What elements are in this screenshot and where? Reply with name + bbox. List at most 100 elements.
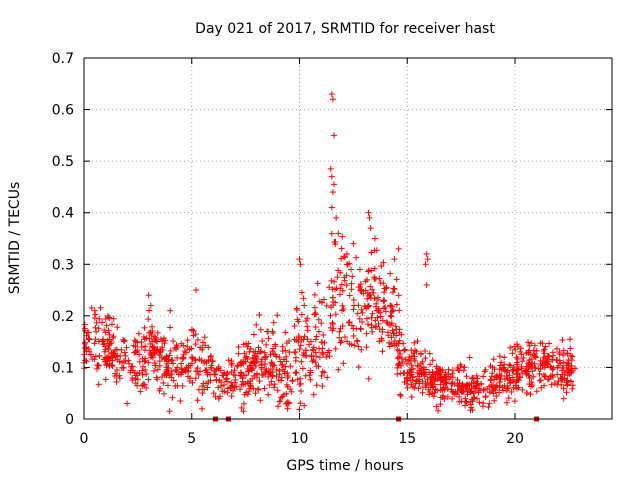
data-point <box>401 347 408 354</box>
data-point <box>296 406 303 413</box>
data-point <box>92 311 99 318</box>
data-point <box>397 392 404 399</box>
data-point <box>396 347 403 354</box>
data-point <box>143 371 150 378</box>
data-point <box>256 311 263 318</box>
data-point <box>312 336 319 343</box>
data-point <box>468 404 475 411</box>
data-point <box>219 388 226 395</box>
data-point <box>240 400 247 407</box>
data-point <box>341 334 348 341</box>
data-point <box>399 358 406 365</box>
data-point <box>319 345 326 352</box>
data-point <box>235 350 242 357</box>
data-point <box>543 357 550 364</box>
data-point <box>513 385 520 392</box>
data-point <box>433 403 440 410</box>
data-point <box>520 354 527 361</box>
data-point <box>348 280 355 287</box>
data-point <box>161 340 168 347</box>
data-point <box>549 366 556 373</box>
data-point <box>330 302 337 309</box>
data-point <box>559 367 566 374</box>
data-point <box>124 400 131 407</box>
data-point <box>247 366 254 373</box>
data-point <box>416 370 423 377</box>
data-point <box>564 350 571 357</box>
data-point <box>198 357 205 364</box>
data-point <box>135 330 142 337</box>
data-point <box>517 348 524 355</box>
data-point <box>265 369 272 376</box>
data-point <box>456 367 463 374</box>
data-point <box>160 335 167 342</box>
data-point <box>182 367 189 374</box>
data-point <box>394 364 401 371</box>
data-point <box>393 332 400 339</box>
data-point <box>388 334 395 341</box>
data-point <box>408 393 415 400</box>
data-point <box>357 280 364 287</box>
data-point <box>365 375 372 382</box>
data-point <box>426 391 433 398</box>
data-point <box>386 339 393 346</box>
data-point <box>189 379 196 386</box>
data-point <box>343 250 350 257</box>
data-point <box>431 377 438 384</box>
data-point <box>261 385 268 392</box>
data-point <box>389 289 396 296</box>
data-point <box>253 321 260 328</box>
data-point <box>86 348 93 355</box>
data-point <box>429 373 436 380</box>
data-point <box>312 324 319 331</box>
data-point <box>96 352 103 359</box>
data-point <box>430 393 437 400</box>
data-point <box>458 383 465 390</box>
data-point <box>291 336 298 343</box>
data-point <box>346 260 353 267</box>
data-point <box>255 386 262 393</box>
data-point <box>414 373 421 380</box>
data-point <box>358 346 365 353</box>
data-point <box>105 355 112 362</box>
data-point <box>554 371 561 378</box>
data-point <box>209 358 216 365</box>
data-point <box>457 363 464 370</box>
data-point <box>519 370 526 377</box>
data-point <box>259 337 266 344</box>
x-tick-label: 0 <box>80 431 89 447</box>
data-point <box>467 407 474 414</box>
data-point <box>238 372 245 379</box>
data-point <box>328 230 335 237</box>
data-point <box>132 380 139 387</box>
data-point <box>334 274 341 281</box>
data-point <box>275 403 282 410</box>
data-point <box>366 214 373 221</box>
data-point <box>199 405 206 412</box>
data-point <box>258 348 265 355</box>
data-point <box>154 366 161 373</box>
data-point <box>158 373 165 380</box>
data-point <box>93 328 100 335</box>
data-point <box>93 319 100 326</box>
data-point <box>397 350 404 357</box>
data-point <box>81 344 88 351</box>
data-point <box>423 250 430 257</box>
data-point <box>122 358 129 365</box>
data-point <box>345 319 352 326</box>
data-point <box>320 296 327 303</box>
data-point <box>269 361 276 368</box>
data-point <box>469 374 476 381</box>
data-point <box>154 329 161 336</box>
data-point <box>257 397 264 404</box>
data-point <box>396 354 403 361</box>
data-point <box>220 372 227 379</box>
data-point <box>112 347 119 354</box>
data-point <box>215 395 222 402</box>
data-point <box>560 364 567 371</box>
data-point <box>381 289 388 296</box>
data-point <box>95 381 102 388</box>
data-point <box>194 336 201 343</box>
data-point <box>141 324 148 331</box>
data-point <box>284 405 291 412</box>
